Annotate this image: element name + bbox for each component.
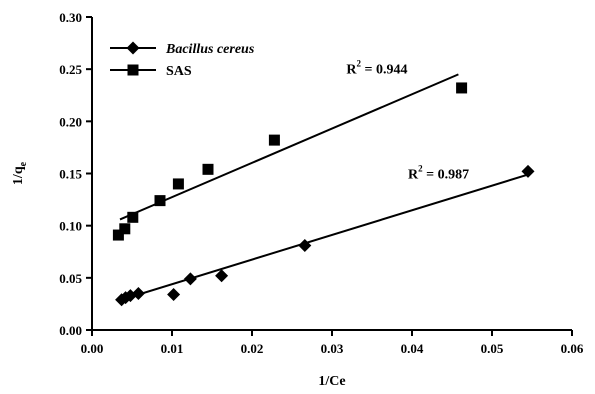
data-point (521, 164, 535, 178)
legend: Bacillus cereus SAS (110, 41, 255, 79)
data-point (167, 288, 181, 302)
series-layer (112, 73, 535, 307)
data-point (119, 291, 133, 305)
data-point (131, 286, 145, 300)
r-squared-label: R2 = 0.944 (346, 58, 407, 77)
data-point (202, 163, 214, 175)
y-axis-label-group: 1/qe (11, 161, 29, 185)
legend-marker (126, 41, 140, 55)
data-point (119, 223, 131, 235)
data-point (172, 178, 184, 190)
x-tick-label: 0.02 (241, 341, 264, 356)
axes: 0.00 0.01 0.02 0.03 0.04 0.05 0.06 0.00 0.05 0.10… (11, 10, 584, 389)
x-tick-label: 0.06 (561, 341, 584, 356)
data-point (298, 238, 312, 252)
y-tick-label: 0.15 (59, 167, 82, 182)
y-tick-label: 0.00 (59, 323, 82, 338)
data-point (112, 229, 124, 241)
x-tick-label: 0.00 (81, 341, 104, 356)
data-point (215, 269, 229, 283)
data-point (154, 195, 166, 207)
series-diamond (115, 164, 535, 307)
legend-label: SAS (166, 64, 192, 79)
x-tick-label: 0.04 (401, 341, 424, 356)
r-squared-label: R2 = 0.987 (408, 164, 469, 183)
data-point (456, 82, 468, 94)
y-axis-label: 1/qe (11, 161, 29, 185)
y-tick-label: 0.05 (59, 271, 82, 286)
legend-label: Bacillus cereus (165, 42, 255, 57)
fit-line (119, 73, 459, 221)
data-point (268, 134, 280, 146)
y-tick-label: 0.20 (59, 114, 82, 129)
data-point (127, 211, 139, 223)
series-square (112, 73, 468, 241)
data-point (183, 272, 197, 286)
y-tick-label: 0.30 (59, 10, 82, 25)
y-tick-label: 0.25 (59, 62, 82, 77)
x-tick-label: 0.05 (481, 341, 504, 356)
legend-marker (127, 64, 139, 76)
annotations: R2 = 0.987 R2 = 0.944 (346, 58, 469, 182)
y-tick-label: 0.10 (59, 219, 82, 234)
x-axis-label: 1/Ce (318, 374, 345, 389)
x-tick-label: 0.03 (321, 341, 344, 356)
x-tick-label: 0.01 (161, 341, 184, 356)
